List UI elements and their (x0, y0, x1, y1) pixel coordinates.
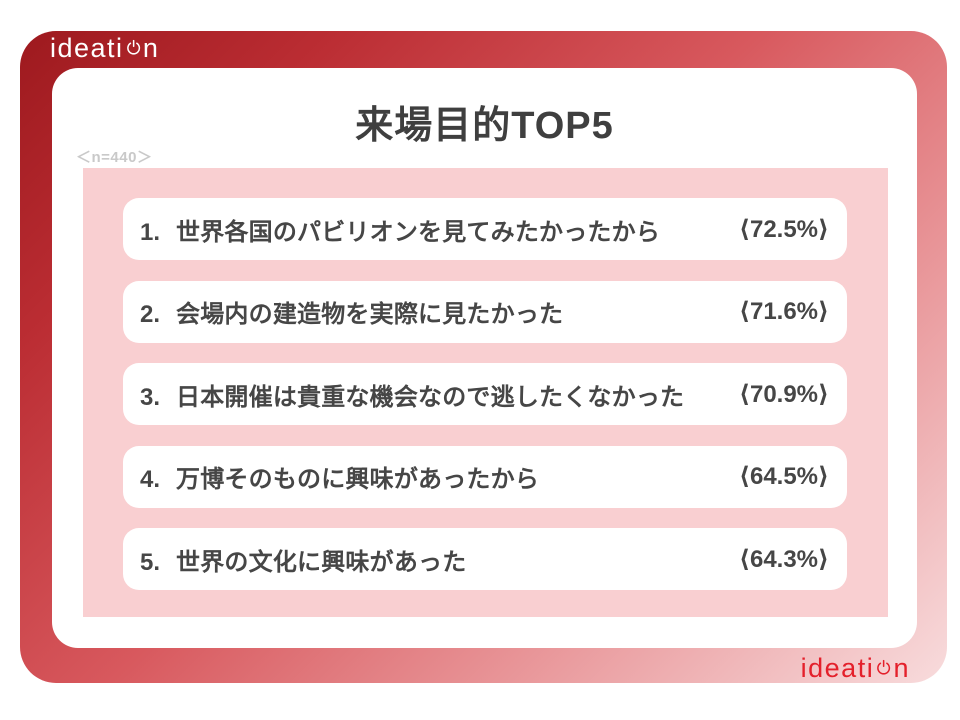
sample-size-note: ＜n=440＞ (76, 149, 153, 166)
ranking-row-4: 4. 万博そのものに興味があったから ⟨64.5%⟩ (123, 445, 847, 508)
ranking-value: ⟨64.3%⟩ (739, 545, 829, 573)
logo-text-after: n (142, 33, 160, 63)
ranking-label: 世界の文化に興味があった (176, 548, 467, 576)
ranking-value: ⟨70.9%⟩ (739, 380, 829, 408)
ranking-row-text: 4. 万博そのものに興味があったから (140, 459, 539, 494)
ranking-value: ⟨71.6%⟩ (739, 298, 829, 325)
ideation-logo-bottom: ideati n (801, 655, 910, 682)
logo-text-before: ideati (50, 33, 124, 63)
ranking-rank: 2. (140, 301, 161, 328)
slide-title: 来場目的TOP5 (355, 105, 614, 147)
ranking-rank: 4. (140, 466, 161, 493)
ranking-rank: 3. (140, 383, 161, 411)
ranking-row-5: 5. 世界の文化に興味があった ⟨64.3%⟩ (123, 528, 847, 590)
ranking-label: 世界各国のパビリオンを見てみたかったから (176, 218, 661, 246)
ideation-logo-top: ideati n (50, 35, 159, 62)
ranking-row-3: 3. 日本開催は貴重な機会なので逃したくなかった ⟨70.9%⟩ (123, 363, 847, 425)
ranking-row-text: 2. 会場内の建造物を実際に見たかった (140, 294, 563, 329)
ranking-row-text: 5. 世界の文化に興味があった (140, 542, 466, 577)
power-symbol-icon (877, 660, 891, 675)
ranking-label: 会場内の建造物を実際に見たかった (176, 301, 564, 328)
ranking-rank: 1. (140, 218, 161, 246)
ranking-value: ⟨72.5%⟩ (739, 215, 829, 243)
ranking-row-text: 1. 世界各国のパビリオンを見てみたかったから (140, 212, 660, 247)
logo-text-after: n (893, 653, 910, 683)
ranking-rank: 5. (140, 548, 161, 576)
ranking-row-1: 1. 世界各国のパビリオンを見てみたかったから ⟨72.5%⟩ (123, 198, 847, 260)
ranking-row-text: 3. 日本開催は貴重な機会なので逃したくなかった (140, 377, 684, 412)
power-symbol-icon (126, 40, 140, 55)
ranking-row-2: 2. 会場内の建造物を実際に見たかった ⟨71.6%⟩ (123, 280, 847, 343)
ranking-label: 万博そのものに興味があったから (176, 466, 540, 493)
ranking-value: ⟨64.5%⟩ (739, 463, 829, 490)
ranking-list: 1. 世界各国のパビリオンを見てみたかったから ⟨72.5%⟩ 2. 会場内の建… (123, 198, 847, 590)
logo-text-before: ideati (800, 653, 875, 683)
ranking-label: 日本開催は貴重な機会なので逃したくなかった (176, 383, 685, 411)
